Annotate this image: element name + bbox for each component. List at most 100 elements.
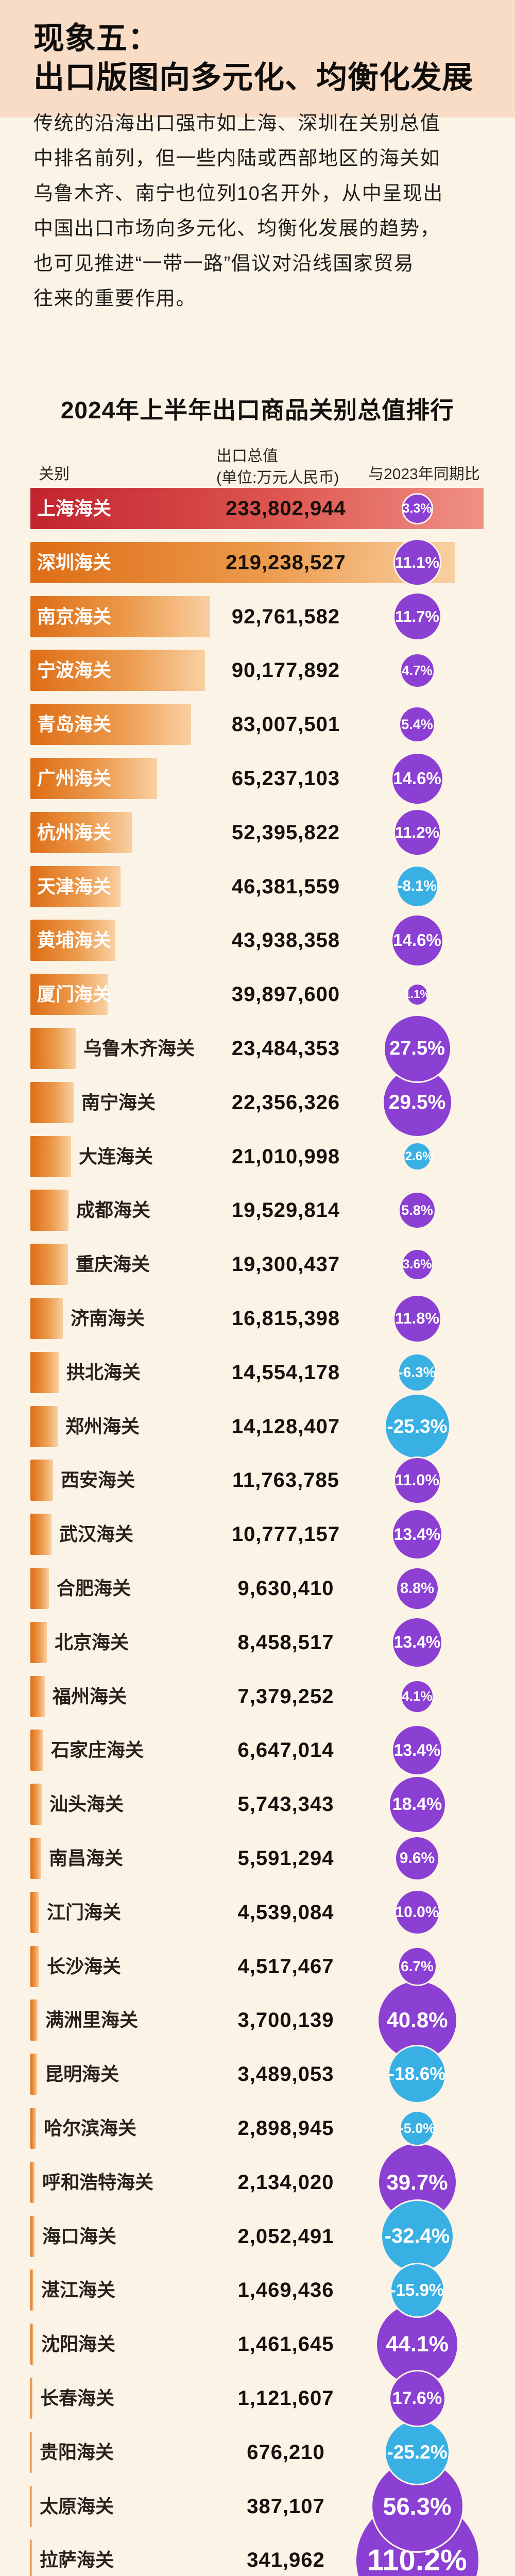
export-value: 52,395,822 (231, 821, 340, 844)
export-value: 92,761,582 (231, 605, 340, 628)
intro-paragraph: 传统的沿海出口强市如上海、深圳在关别总值 中排名前列，但一些内陆或西部地区的海关… (33, 106, 497, 316)
yoy-bubble: -25.2% (384, 2419, 450, 2485)
table-row: 成都海关 19,529,814 5.8% (0, 1190, 515, 1231)
export-value: 6,647,014 (237, 1739, 334, 1762)
yoy-bubble: 10.0% (394, 1889, 440, 1936)
value-bar (30, 2161, 35, 2203)
intro-line: 中排名前列，但一些内陆或西部地区的海关如 (33, 148, 441, 170)
customs-name: 重庆海关 (76, 1253, 150, 1275)
export-value: 5,591,294 (237, 1847, 334, 1870)
intro-line: 中国出口市场向多元化、均衡化发展的趋势， (33, 218, 441, 240)
value-bar (30, 704, 191, 745)
customs-name: 拉萨海关 (40, 2549, 114, 2571)
value-bar (30, 2539, 32, 2576)
table-row: 北京海关 8,458,517 13.4% (0, 1616, 515, 1668)
yoy-bubble: 17.6% (388, 2369, 446, 2427)
value-bar (30, 1730, 43, 1771)
export-value: 11,763,785 (232, 1469, 339, 1492)
table-row: 天津海关 46,381,559 -8.1% (0, 865, 515, 908)
table-row: 湛江海关 1,469,436 -15.9% (0, 2262, 515, 2318)
export-value: 4,539,084 (237, 1901, 334, 1924)
customs-name: 天津海关 (37, 875, 112, 897)
yoy-bubble: 4.7% (399, 652, 435, 688)
value-bar (30, 1244, 68, 1285)
value-bar (30, 1675, 45, 1717)
yoy-bubble: -18.6% (388, 2045, 447, 2104)
customs-name: 宁波海关 (37, 659, 112, 681)
export-value: 19,529,814 (231, 1199, 340, 1222)
table-row: 西安海关 11,763,785 11.0% (0, 1456, 515, 1504)
value-bar (30, 596, 210, 637)
yoy-bubble: -25.3% (384, 1393, 451, 1460)
customs-name: 西安海关 (61, 1469, 135, 1491)
table-row: 厦门海关 39,897,600 1.1% (0, 974, 515, 1015)
table-row: 太原海关 387,107 56.3% (0, 2460, 515, 2553)
value-bar (30, 2485, 32, 2527)
export-value: 1,469,436 (237, 2279, 334, 2302)
export-value: 1,461,645 (237, 2333, 334, 2356)
customs-name: 哈尔滨海关 (44, 2117, 137, 2139)
yoy-bubble: -15.9% (389, 2262, 445, 2318)
customs-name: 武汉海关 (59, 1523, 134, 1545)
export-value: 1,121,607 (237, 2387, 334, 2410)
table-row: 昆明海关 3,489,053 -18.6% (0, 2045, 515, 2104)
export-value: 14,554,178 (231, 1361, 340, 1384)
export-value: 19,300,437 (231, 1253, 340, 1276)
customs-name: 成都海关 (76, 1199, 151, 1221)
customs-name: 昆明海关 (45, 2063, 119, 2085)
customs-name: 深圳海关 (37, 551, 112, 573)
table-row: 拱北海关 14,554,178 -6.3% (0, 1351, 515, 1393)
customs-name: 上海海关 (37, 498, 112, 519)
table-row: 乌鲁木齐海关 23,484,353 27.5% (0, 1014, 515, 1083)
yoy-bubble: 13.4% (391, 1509, 443, 1561)
value-bar (30, 2324, 33, 2365)
value-bar (30, 811, 132, 853)
customs-name: 济南海关 (71, 1308, 145, 1329)
customs-name: 沈阳海关 (41, 2333, 116, 2355)
table-row: 江门海关 4,539,084 10.0% (0, 1889, 515, 1936)
yoy-bubble: 11.8% (392, 1294, 442, 1343)
customs-name: 南昌海关 (49, 1848, 124, 1869)
value-bar (30, 1298, 63, 1339)
yoy-bubble: 14.6% (390, 752, 444, 805)
yoy-bubble: 9.6% (394, 1836, 440, 1881)
table-row: 南宁海关 22,356,326 29.5% (0, 1067, 515, 1138)
customs-name: 杭州海关 (37, 821, 112, 843)
yoy-bubble: 14.6% (390, 913, 444, 967)
value-bar (30, 758, 157, 799)
yoy-bubble: 6.7% (397, 1946, 437, 1987)
value-bar (30, 1136, 71, 1177)
yoy-bubble: 8.8% (395, 1566, 439, 1611)
value-bar (30, 1568, 49, 1609)
value-bar (30, 866, 121, 907)
value-bar (30, 1405, 58, 1447)
yoy-bubble: 13.4% (391, 1616, 443, 1668)
value-bar (30, 974, 108, 1015)
yoy-bubble: -5.0% (399, 2110, 435, 2146)
table-row: 福州海关 7,379,252 4.1% (0, 1675, 515, 1717)
intro-line: 也可见推进“一带一路”倡议对沿线国家贸易 (33, 253, 415, 275)
chart-title: 2024年上半年出口商品关别总值排行 (60, 397, 455, 423)
intro-line: 传统的沿海出口强市如上海、深圳在关别总值 (33, 113, 441, 134)
customs-name: 湛江海关 (41, 2279, 116, 2301)
export-value: 2,052,491 (237, 2225, 334, 2248)
yoy-bubble: 3.3% (401, 493, 433, 524)
yoy-bubble: 4.1% (400, 1679, 434, 1714)
yoy-bubble: 18.4% (388, 1775, 447, 1834)
yoy-bubble: -6.3% (398, 1352, 437, 1392)
table-row: 哈尔滨海关 2,898,945 -5.0% (0, 2108, 515, 2149)
yoy-bubble: 11.0% (393, 1456, 441, 1504)
export-value: 4,517,467 (237, 1955, 334, 1978)
table-row: 海口海关 2,052,491 -32.4% (0, 2199, 515, 2274)
export-value: 341,962 (247, 2549, 325, 2572)
value-bar (30, 541, 455, 583)
export-value: 22,356,326 (231, 1091, 340, 1114)
value-bar (30, 1891, 39, 1933)
export-value: 83,007,501 (231, 713, 340, 736)
value-bar (30, 1351, 59, 1393)
table-row: 重庆海关 19,300,437 3.6% (0, 1244, 515, 1285)
table-row: 汕头海关 5,743,343 18.4% (0, 1775, 515, 1834)
customs-name: 长春海关 (40, 2387, 115, 2409)
customs-name: 长沙海关 (47, 1955, 122, 1977)
